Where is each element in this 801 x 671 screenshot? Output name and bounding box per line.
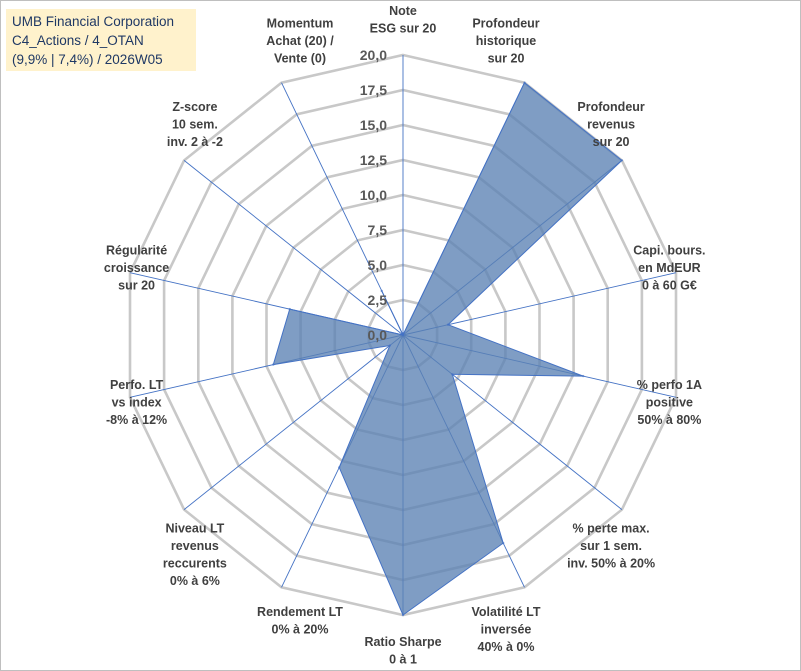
axis-label-line: Ratio Sharpe	[364, 635, 441, 649]
axis-label-line: inversée	[481, 623, 532, 637]
radar-series	[272, 81, 624, 617]
axis-label-line: 0% à 6%	[170, 574, 220, 588]
axis-label-line: revenus	[171, 539, 219, 553]
series-point	[388, 344, 392, 347]
axis-label-line: Z-score	[172, 100, 217, 114]
series-point	[620, 159, 624, 162]
axis-label: Régularité croissance sur 20	[104, 244, 169, 293]
axis-label: % perte max. sur 1 sem. inv. 50% à 20%	[567, 521, 655, 570]
axis-label: Profondeur revenus sur 20	[577, 100, 644, 149]
tick-label: 10,0	[360, 187, 387, 203]
axis-label-line: Capi. bours.	[633, 244, 705, 258]
tick-label: 7,5	[368, 222, 388, 238]
axis-label-line: inv. 50% à 20%	[567, 556, 655, 570]
axis-label-line: revenus	[587, 118, 635, 132]
series-point	[288, 307, 291, 311]
chart-title-line: UMB Financial Corporation	[12, 14, 175, 29]
axis-label-line: sur 1 sem.	[580, 539, 642, 553]
radar-axis-labels: Note ESG sur 20 Profondeur historique sur 20…	[104, 4, 706, 667]
series-point	[446, 323, 450, 326]
axis-label: Momentum Achat (20) / Vente (0)	[266, 16, 334, 65]
series-point	[523, 81, 526, 84]
spoke-line	[183, 160, 404, 336]
axis-label-line: 0% à 20%	[272, 623, 329, 637]
axis-label-line: reccurents	[163, 556, 227, 570]
axis-label: Capi. bours. en MdEUR 0 à 60 G€	[633, 244, 705, 293]
axis-label-line: Achat (20) /	[266, 34, 334, 48]
tick-label: 12,5	[360, 152, 387, 168]
series-point	[338, 466, 341, 469]
axis-label-line: 40% à 0%	[478, 640, 535, 654]
axis-label-line: % perte max.	[573, 521, 650, 535]
axis-label-line: inv. 2 à -2	[167, 135, 223, 149]
axis-label: % perfo 1A positive 50% à 80%	[637, 378, 702, 427]
series-point	[401, 613, 405, 617]
axis-label-line: Profondeur	[472, 16, 539, 30]
chart-title: UMB Financial Corporation C4_Actions / 4…	[6, 9, 196, 71]
axis-label-line: Volatilité LT	[472, 605, 541, 619]
tick-label: 15,0	[360, 117, 387, 133]
axis-label: Niveau LT revenus reccurents 0% à 6%	[163, 521, 227, 588]
axis-label-line: Profondeur	[577, 100, 644, 114]
axis-label-line: % perfo 1A	[637, 378, 702, 392]
tick-label: 2,5	[368, 292, 388, 308]
axis-label-line: positive	[646, 396, 693, 410]
axis-label-line: 0 à 60 G€	[642, 279, 697, 293]
series-point	[380, 289, 383, 293]
axis-label-line: Niveau LT	[165, 521, 224, 535]
axis-label-line: vs index	[112, 396, 162, 410]
axis-label-line: sur 20	[118, 279, 155, 293]
chart-title-line: (9,9% | 7,4%) / 2026W05	[12, 52, 163, 67]
axis-label-line: Vente (0)	[274, 51, 326, 65]
axis-label-line: Momentum	[267, 16, 334, 30]
axis-label: Perfo. LT vs index -8% à 12%	[106, 378, 167, 427]
tick-label: 0,0	[368, 327, 388, 343]
axis-label-line: en MdEUR	[638, 261, 701, 275]
tick-label: 20,0	[360, 47, 387, 63]
axis-label-line: Perfo. LT	[110, 378, 164, 392]
tick-label: 5,0	[368, 257, 388, 273]
axis-label-line: 50% à 80%	[637, 413, 701, 427]
series-point	[582, 374, 585, 378]
series-point	[451, 373, 454, 376]
axis-label-line: sur 20	[593, 135, 630, 149]
axis-label-line: Rendement LT	[257, 605, 343, 619]
axis-label-line: ESG sur 20	[370, 22, 437, 36]
series-point	[502, 541, 505, 545]
axis-label: Note ESG sur 20	[370, 4, 437, 36]
axis-label-line: -8% à 12%	[106, 413, 167, 427]
axis-label: Profondeur historique sur 20	[472, 16, 539, 65]
axis-label-line: historique	[476, 34, 536, 48]
radar-tick-labels: 0,0 2,5 5,0 7,5 10,0 12,5 15,0 17,5 20,0	[360, 47, 387, 343]
axis-label: Z-score 10 sem. inv. 2 à -2	[167, 100, 223, 149]
chart-title-line: C4_Actions / 4_OTAN	[12, 33, 144, 48]
series-area	[272, 81, 623, 616]
series-point	[272, 363, 275, 366]
series-point	[401, 333, 405, 337]
axis-label: Ratio Sharpe 0 à 1	[364, 635, 441, 667]
axis-label: Rendement LT 0% à 20%	[257, 605, 343, 637]
spoke-line	[183, 334, 404, 510]
axis-label-line: Note	[389, 4, 417, 18]
axis-label-line: 10 sem.	[172, 118, 218, 132]
tick-label: 17,5	[360, 82, 387, 98]
axis-label-line: sur 20	[488, 51, 525, 65]
axis-label-line: croissance	[104, 261, 169, 275]
axis-label: Volatilité LT inversée 40% à 0%	[472, 605, 541, 654]
axis-label-line: Régularité	[106, 244, 167, 258]
axis-label-line: 0 à 1	[389, 653, 417, 667]
